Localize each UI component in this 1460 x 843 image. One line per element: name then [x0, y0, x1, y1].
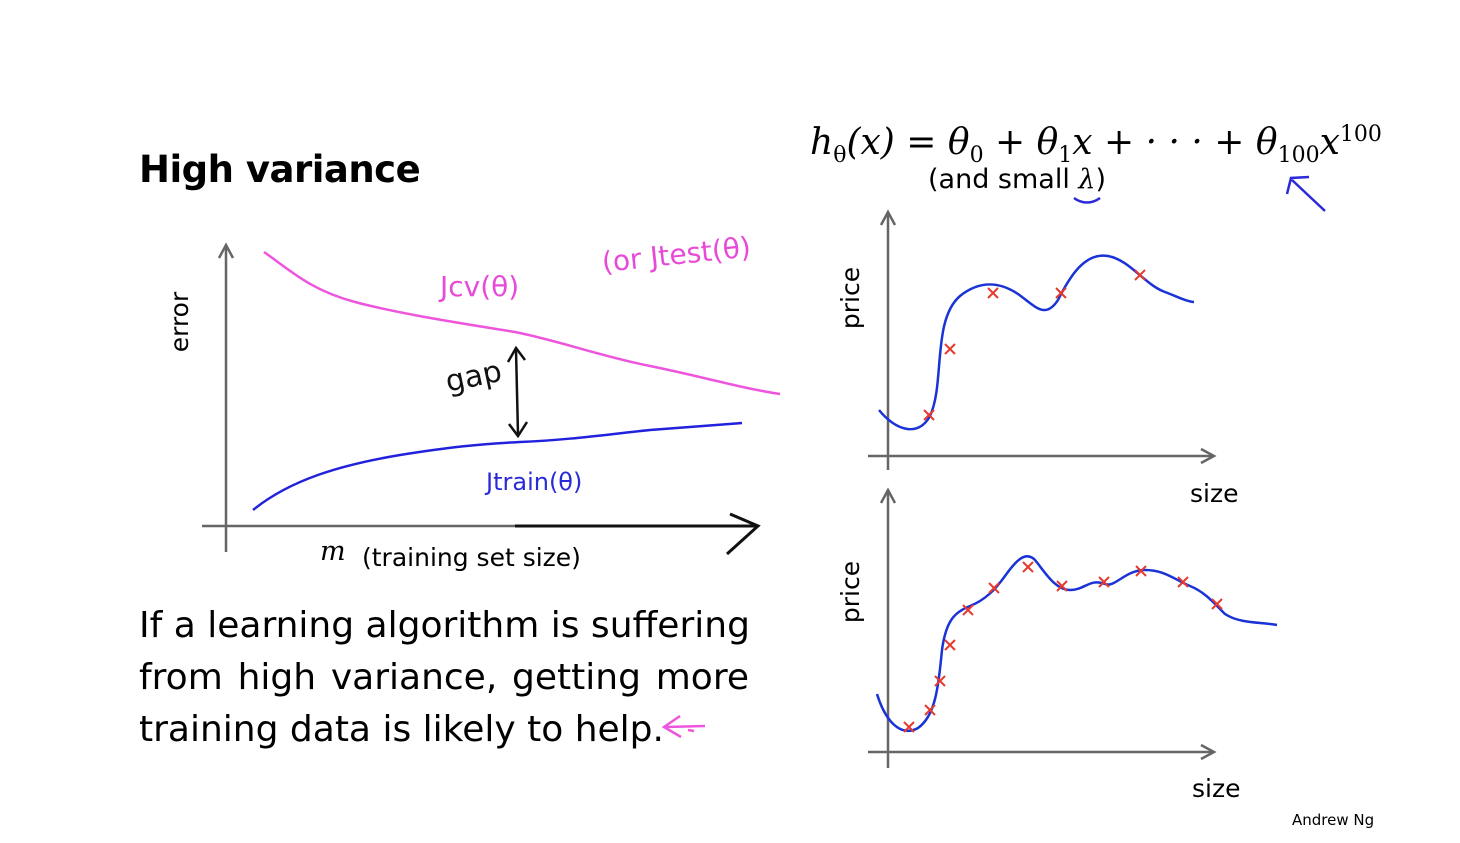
fit2-point [1211, 598, 1223, 610]
fit1-point [1055, 287, 1067, 299]
gap-arrow-bottom [508, 421, 529, 439]
small-lambda-prefix: (and small [928, 164, 1079, 195]
gap-label: gap [442, 354, 505, 400]
fit2-point [962, 604, 974, 616]
jcv-label: Jcv(θ) [438, 270, 519, 303]
formula-sub-100: 100 [1277, 143, 1320, 169]
fit1-x-label: size [1190, 479, 1238, 508]
fit2-markers [903, 561, 1223, 733]
author-credit: Andrew Ng [1292, 811, 1375, 829]
fit2-point [1022, 561, 1034, 573]
gap-arrow-shaft [514, 349, 520, 435]
fit2-point [934, 675, 946, 687]
jcv-curve [263, 250, 781, 396]
formula-sub-1: 1 [1058, 143, 1073, 169]
fit1-curve [878, 254, 1195, 431]
body-text: If a learning algorithm is suffering fro… [139, 600, 750, 756]
pink-pointer-arrow [661, 714, 706, 739]
lc-y-arrowhead [217, 242, 235, 259]
lc-x-arrowhead [725, 512, 761, 556]
fit2-x-arrowhead [1200, 743, 1217, 761]
jtrain-curve [252, 421, 743, 511]
jtest-label: (or Jtest(θ) [600, 231, 752, 279]
fit1-y-arrowhead [879, 209, 897, 226]
fit-plot-bottom: price size [836, 487, 1278, 803]
fit-plot-top: price size [836, 209, 1238, 508]
fit2-point [988, 582, 1000, 594]
fit2-point [903, 721, 915, 733]
fit1-markers [923, 269, 1146, 421]
gap-arrow-top [506, 345, 526, 363]
body-line-1: If a learning algorithm is suffering [139, 605, 750, 646]
fit2-y-arrowhead [879, 487, 897, 504]
fit2-point [924, 704, 936, 716]
lc-x-var: m [320, 536, 346, 567]
lc-x-label: (training set size) [362, 543, 581, 572]
formula-h-sub: θ [833, 143, 847, 169]
blue-pointer-arrow [1285, 175, 1326, 212]
fit1-point [987, 287, 999, 299]
fit1-point [923, 409, 935, 421]
formula-sup-100: 100 [1339, 122, 1382, 147]
body-line-3: training data is likely to help. [139, 709, 664, 750]
lambda-underline [1073, 196, 1101, 204]
formula-part-2: + θ [983, 122, 1059, 163]
formula-sub-0: 0 [969, 143, 984, 169]
fit2-point [1135, 565, 1147, 577]
fit2-point [1177, 576, 1189, 588]
lc-y-label: error [165, 291, 194, 352]
fit2-point [1056, 580, 1068, 592]
body-line-2: from high variance, getting more [139, 657, 749, 698]
formula-h: h [810, 122, 834, 163]
fit1-point [1134, 269, 1146, 281]
fit2-point [1098, 576, 1110, 588]
hypothesis-formula: hθ(x) = θ0 + θ1x + · · · + θ100x100 [810, 122, 1382, 168]
fit1-point [944, 343, 956, 355]
jtrain-label: Jtrain(θ) [484, 468, 582, 496]
learning-curve-plot: error m (training set size) Jcv(θ) (or J… [165, 231, 781, 572]
fit1-y-label: price [836, 267, 865, 329]
fit2-y-label: price [836, 561, 865, 623]
formula-part-1: (x) = θ [846, 122, 970, 163]
formula-part-3: x + · · · + θ [1072, 122, 1278, 163]
formula-part-4: x [1319, 122, 1340, 163]
small-lambda-suffix: ) [1095, 164, 1107, 195]
small-lambda-note: (and small λ) [928, 164, 1106, 195]
lambda-symbol: λ [1078, 164, 1096, 195]
fit2-curve [875, 555, 1278, 732]
slide-title: High variance [139, 148, 421, 191]
fit2-point [944, 639, 956, 651]
fit2-x-label: size [1192, 774, 1240, 803]
fit1-x-arrowhead [1200, 447, 1217, 465]
